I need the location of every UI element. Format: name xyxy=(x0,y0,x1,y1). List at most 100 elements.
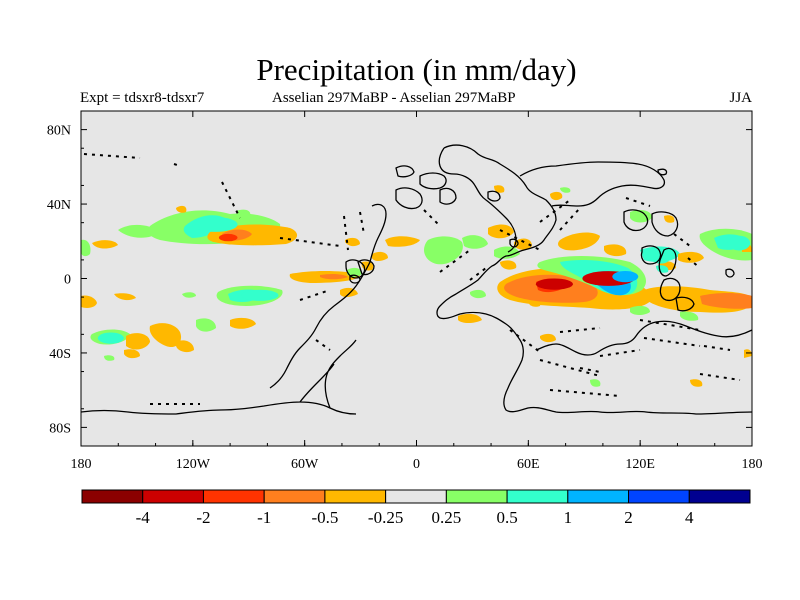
y-tick-label-3: 40S xyxy=(49,347,71,362)
patch-s-orange-4 xyxy=(176,340,194,353)
patch-s-orange-1 xyxy=(126,333,150,350)
colorbar-label-4: -0.25 xyxy=(368,508,403,527)
patch-s-small-green xyxy=(104,355,115,361)
patch-s-orange-2 xyxy=(149,323,182,348)
x-tick-label-5: 120E xyxy=(625,457,655,472)
patch-pan-orange-top2 xyxy=(550,191,563,201)
patch-coast-orange-3 xyxy=(385,236,420,247)
colorbar-swatch-9 xyxy=(628,489,690,504)
colorbar-label-3: -0.5 xyxy=(311,508,338,527)
patch-pan-orange-3 xyxy=(500,260,517,270)
patch-eq-orange-strip-core xyxy=(320,273,348,280)
patch-tethys-red-e xyxy=(700,293,752,309)
patch-coast-orange-4 xyxy=(340,287,358,297)
x-tick-label-2: 60W xyxy=(291,457,319,472)
patch-tethys-green-e xyxy=(630,305,650,315)
patch-small-green-top xyxy=(236,209,251,218)
colorbar-swatch-6 xyxy=(445,489,508,504)
patch-pan-s-orange xyxy=(458,313,482,323)
y-axis: 80N 40N 0 40S 80S xyxy=(47,110,752,447)
period-comparison-label: Asselian 297MaBP - Asselian 297MaBP xyxy=(272,90,516,106)
patch-eq-small-green xyxy=(182,292,196,298)
patch-eq-small-orange xyxy=(114,293,136,301)
patch-pan-green-1 xyxy=(424,236,463,265)
colorbar-label-6: 0.5 xyxy=(496,508,517,527)
patch-pan-orange-top xyxy=(494,185,505,193)
patch-eq-west-orange xyxy=(81,295,97,308)
anomaly-core-4 xyxy=(192,217,238,232)
patch-pan-s-orange-3 xyxy=(690,379,703,387)
colorbar-swatch-5 xyxy=(385,489,447,504)
colorbar-swatch-3 xyxy=(263,489,326,504)
colorbar-swatch-8 xyxy=(567,489,630,504)
patch-s-orange-3 xyxy=(230,317,256,329)
colorbar-label-7: 1 xyxy=(564,508,573,527)
patch-pan-green-2 xyxy=(462,235,488,249)
experiment-label: Expt = tdsxr8-tdsxr7 xyxy=(80,90,205,106)
y-tick-label-2: 0 xyxy=(64,273,71,288)
colorbar-swatch-7 xyxy=(506,489,569,504)
west-gondwana-coastline xyxy=(269,203,387,389)
patch-ne-orange-top xyxy=(664,215,675,223)
map-background xyxy=(81,111,752,446)
colorbar-swatch-4 xyxy=(324,489,387,504)
small-island-6 xyxy=(725,268,735,278)
y-tick-label-4: 80S xyxy=(49,421,71,436)
x-tick-label-0: 180 xyxy=(71,457,92,472)
x-tick-label-3: 0 xyxy=(413,457,420,472)
small-island-1 xyxy=(345,259,366,279)
patch-pan-green-3 xyxy=(494,246,520,259)
patch-ne-green-top xyxy=(630,210,652,223)
y-tick-label-1: 40N xyxy=(47,198,71,213)
anomaly-patches xyxy=(81,185,752,387)
coastlines xyxy=(81,144,752,415)
patch-s-green-2 xyxy=(196,318,216,332)
patch-pan-s-orange-2 xyxy=(540,333,556,343)
pangaea-coastline xyxy=(436,144,752,415)
colorbar-swatch-1 xyxy=(142,489,204,504)
patch-pan-s-green-2 xyxy=(590,379,601,387)
anomaly-core-3 xyxy=(218,233,238,242)
colorbar: -4 -2 -1 -0.5 -0.25 0.25 0.5 1 2 4 xyxy=(81,489,751,527)
patch-coast-orange-2 xyxy=(345,237,360,247)
small-island-2 xyxy=(357,259,375,276)
colorbar-swatch-10 xyxy=(688,489,751,504)
colorbar-label-2: -1 xyxy=(257,508,271,527)
patch-s-orange-5 xyxy=(124,349,140,359)
x-tick-label-6: 180 xyxy=(742,457,763,472)
gondwana-south-coastline xyxy=(81,339,357,415)
season-label: JJA xyxy=(729,90,752,106)
dashed-coast-fragments xyxy=(83,153,741,405)
anomaly-core-8 xyxy=(727,235,751,251)
colorbar-swatch-0 xyxy=(81,489,144,504)
patch-tethys-orange-n xyxy=(558,232,600,251)
pangaea-north-coastline xyxy=(395,172,457,210)
patch-w-orange-1 xyxy=(92,240,118,249)
patch-pan-green-top xyxy=(560,187,571,193)
colorbar-label-8: 2 xyxy=(624,508,633,527)
x-axis: 180 120W 60W 0 60E 120E 180 xyxy=(71,111,763,472)
colorbar-label-0: -4 xyxy=(136,508,151,527)
colorbar-label-5: 0.25 xyxy=(431,508,461,527)
patch-coast-green-1 xyxy=(347,267,362,277)
anomaly-core-2 xyxy=(612,271,639,283)
colorbar-label-9: 4 xyxy=(685,508,694,527)
patch-nw-green xyxy=(81,239,91,257)
colorbar-label-1: -2 xyxy=(196,508,210,527)
anomaly-core-1 xyxy=(535,278,574,290)
x-tick-label-4: 60E xyxy=(517,457,540,472)
anomaly-core-6 xyxy=(97,332,124,344)
y-tick-label-0: 80N xyxy=(47,124,71,139)
patch-pan-s-green xyxy=(470,289,486,299)
x-tick-label-1: 120W xyxy=(176,457,211,472)
patch-se-orange xyxy=(744,349,752,358)
patch-tethys-orange-n2 xyxy=(604,244,627,257)
cathaysia-coastline xyxy=(623,209,695,312)
siberia-coastline xyxy=(395,165,668,178)
anomaly-core-5 xyxy=(241,289,279,301)
small-island-4 xyxy=(487,190,501,202)
patch-pan-orange-2 xyxy=(514,238,532,250)
patch-coast-orange-1 xyxy=(372,251,388,261)
chart-title: Precipitation (in mm/day) xyxy=(256,52,577,87)
